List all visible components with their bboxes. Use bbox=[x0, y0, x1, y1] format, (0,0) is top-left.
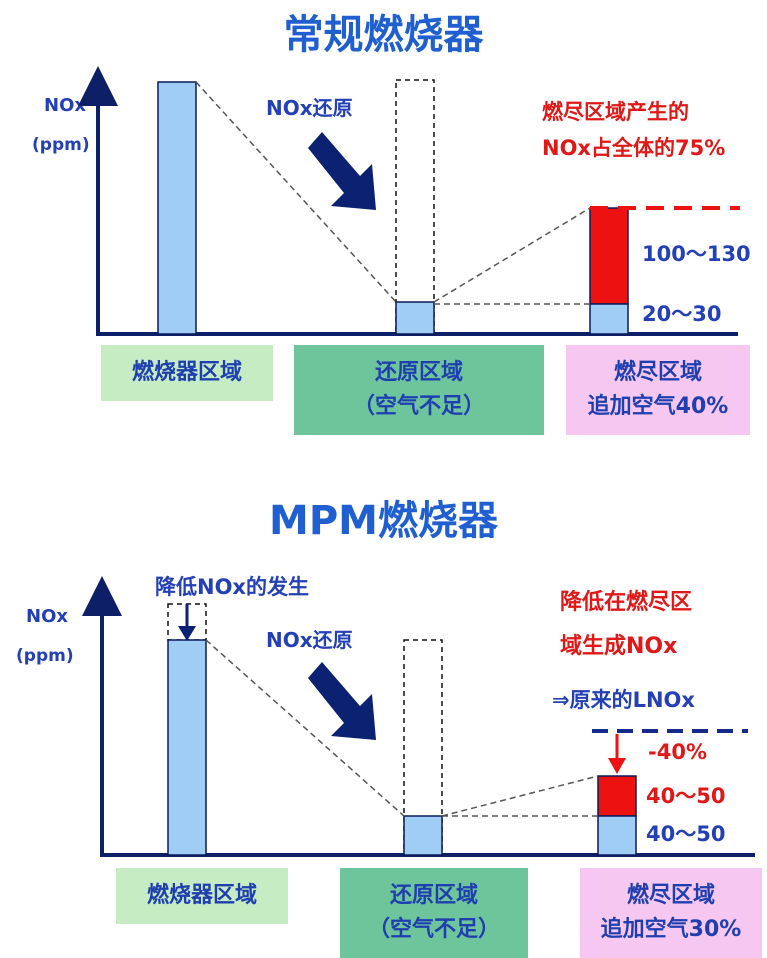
bottom-value-change: -40% bbox=[648, 740, 707, 764]
top-reduction-bar bbox=[395, 301, 435, 335]
bottom-value-lower: 40～50 bbox=[646, 822, 726, 846]
top-value-lower: 20～30 bbox=[642, 302, 722, 326]
bottom-burnout-note-line1: 降低在燃尽区 bbox=[560, 590, 693, 615]
top-title: 常规燃烧器 bbox=[283, 12, 484, 58]
bottom-burner-down-arrow-icon bbox=[178, 626, 196, 641]
top-zone-burner: 燃烧器区域 bbox=[101, 345, 273, 401]
bottom-zone-burnout-sublabel: 追加空气30% bbox=[600, 917, 742, 942]
top-zone-reduction: 还原区域 （空气不足） bbox=[294, 345, 544, 435]
top-y-axis-unit: (ppm) bbox=[32, 135, 90, 155]
bottom-reduction-label: NOx还原 bbox=[266, 628, 353, 652]
top-reduction-outline bbox=[395, 79, 435, 335]
top-burnout-red-bar bbox=[589, 207, 629, 305]
bottom-value-upper: 40～50 bbox=[646, 784, 726, 808]
bottom-burnout-note-line2: 域生成NOx bbox=[560, 634, 678, 659]
bottom-reduction-arrow-icon bbox=[308, 662, 376, 740]
bottom-connector-2 bbox=[441, 775, 599, 817]
bottom-result-note: ⇒原来的LNOx bbox=[552, 688, 695, 712]
bottom-zone-reduction-sublabel: （空气不足） bbox=[367, 917, 500, 942]
top-zone-burner-label: 燃烧器区域 bbox=[131, 360, 242, 385]
bottom-zone-burner: 燃烧器区域 bbox=[116, 868, 288, 924]
bottom-title: MPM燃烧器 bbox=[269, 498, 498, 544]
top-zone-burnout-label: 燃尽区域 bbox=[613, 360, 702, 385]
top-y-axis-label: NOx bbox=[44, 95, 86, 116]
bottom-connector-1 bbox=[205, 639, 405, 817]
top-reduction-arrow-icon bbox=[308, 132, 376, 210]
bottom-y-axis-label: NOx bbox=[26, 606, 68, 627]
bottom-zone-reduction: 还原区域 （空气不足） bbox=[340, 868, 528, 958]
bottom-zone-burnout-label: 燃尽区域 bbox=[626, 883, 715, 908]
top-zone-reduction-label: 还原区域 bbox=[374, 360, 463, 385]
top-burner-bar bbox=[157, 81, 197, 335]
top-burnout-note-line1: 燃尽区域产生的 bbox=[542, 100, 689, 124]
top-zone-burnout: 燃尽区域 追加空气40% bbox=[566, 345, 750, 435]
top-reduction-label: NOx还原 bbox=[266, 96, 353, 120]
top-connector-2 bbox=[433, 207, 591, 303]
top-value-upper: 100～130 bbox=[642, 242, 751, 266]
bottom-red-down-arrow-icon bbox=[608, 758, 626, 774]
bottom-reduction-bar bbox=[403, 815, 443, 856]
bottom-reduce-generation-label: 降低NOx的发生 bbox=[155, 575, 309, 599]
bottom-burnout-blue-bar bbox=[597, 815, 637, 856]
bottom-zone-burnout: 燃尽区域 追加空气30% bbox=[580, 868, 762, 958]
bottom-burnout-red-bar bbox=[597, 775, 637, 817]
bottom-zone-burner-label: 燃烧器区域 bbox=[146, 883, 257, 908]
bottom-y-axis-unit: (ppm) bbox=[16, 646, 74, 666]
top-burnout-blue-bar bbox=[589, 303, 629, 335]
top-burnout-note-line2: NOx占全体的75% bbox=[542, 136, 726, 160]
bottom-burner-bar bbox=[167, 639, 207, 856]
top-zone-reduction-sublabel: （空气不足） bbox=[352, 394, 485, 419]
bottom-zone-reduction-label: 还原区域 bbox=[389, 883, 478, 908]
top-zone-burnout-sublabel: 追加空气40% bbox=[587, 394, 729, 419]
